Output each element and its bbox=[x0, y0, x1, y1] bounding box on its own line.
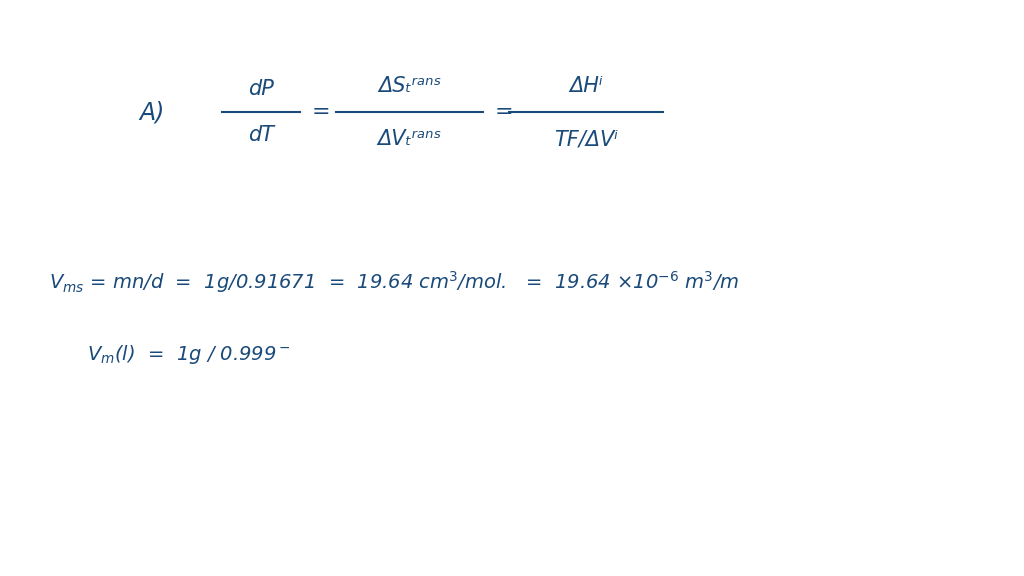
Text: dP: dP bbox=[248, 79, 274, 99]
Text: TF/ΔVⁱ: TF/ΔVⁱ bbox=[554, 130, 617, 149]
Text: =: = bbox=[311, 103, 330, 122]
Text: V$_{ms}$ = mn/d  =  1g/0.91671  =  19.64 cm$^3$/mol.   =  19.64 $\times$10$^{-6}: V$_{ms}$ = mn/d = 1g/0.91671 = 19.64 cm$… bbox=[49, 270, 739, 295]
Text: V$_m$(l)  =  1g / 0.999$^-$: V$_m$(l) = 1g / 0.999$^-$ bbox=[87, 343, 291, 366]
Text: A): A) bbox=[139, 100, 164, 124]
Text: dT: dT bbox=[248, 126, 274, 145]
Text: ΔVₜʳᵃⁿˢ: ΔVₜʳᵃⁿˢ bbox=[378, 130, 441, 149]
Text: ΔSₜʳᵃⁿˢ: ΔSₜʳᵃⁿˢ bbox=[378, 77, 441, 96]
Text: =: = bbox=[495, 103, 513, 122]
Text: ΔHⁱ: ΔHⁱ bbox=[569, 77, 602, 96]
